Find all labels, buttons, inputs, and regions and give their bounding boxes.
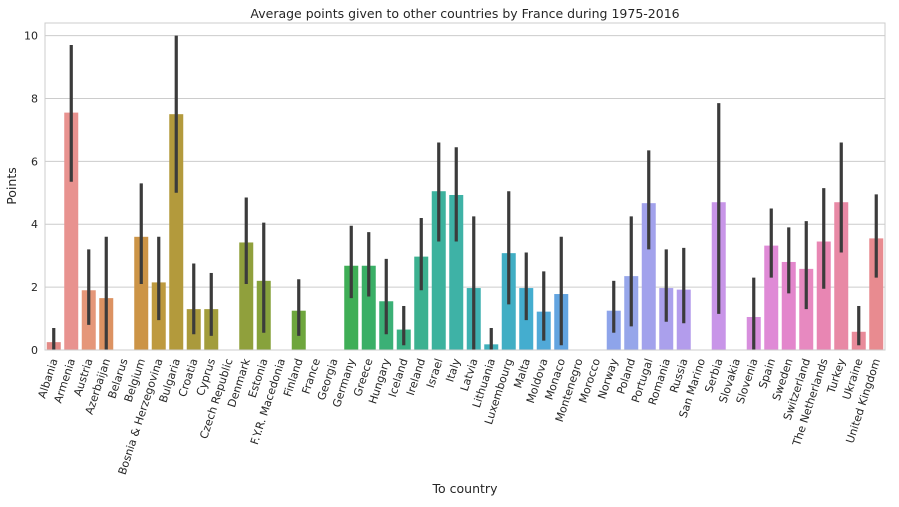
y-tick-label: 8 — [31, 92, 38, 105]
y-tick-label: 10 — [24, 30, 38, 43]
y-tick-labels: 0 2 4 6 8 10 — [24, 30, 38, 357]
bar — [799, 268, 814, 350]
bar — [344, 265, 359, 350]
x-axis-label: To country — [432, 481, 499, 496]
bar — [169, 114, 184, 350]
y-tick-label: 2 — [31, 281, 38, 294]
plot-frame — [44, 22, 886, 351]
chart-title: Average points given to other countries … — [250, 6, 679, 21]
y-tick-label: 6 — [31, 155, 38, 168]
bar — [64, 112, 79, 350]
y-tick-label: 4 — [31, 218, 38, 231]
y-axis-label: Points — [4, 167, 19, 205]
bar — [431, 191, 446, 350]
error-bars — [52, 35, 878, 350]
y-tick-label: 0 — [31, 344, 38, 357]
bar — [134, 236, 149, 350]
plot-area — [45, 23, 885, 350]
bar — [361, 265, 376, 350]
bar — [834, 202, 849, 350]
bar — [641, 203, 656, 350]
bar — [449, 194, 464, 350]
bar — [816, 241, 831, 350]
bar — [414, 256, 429, 350]
bar — [764, 245, 779, 350]
bar — [869, 238, 884, 350]
bar — [239, 242, 254, 350]
bar — [781, 261, 796, 350]
x-tick-labels: AlbaniaArmeniaAustriaAzerbaijanBelarusBe… — [36, 356, 884, 476]
